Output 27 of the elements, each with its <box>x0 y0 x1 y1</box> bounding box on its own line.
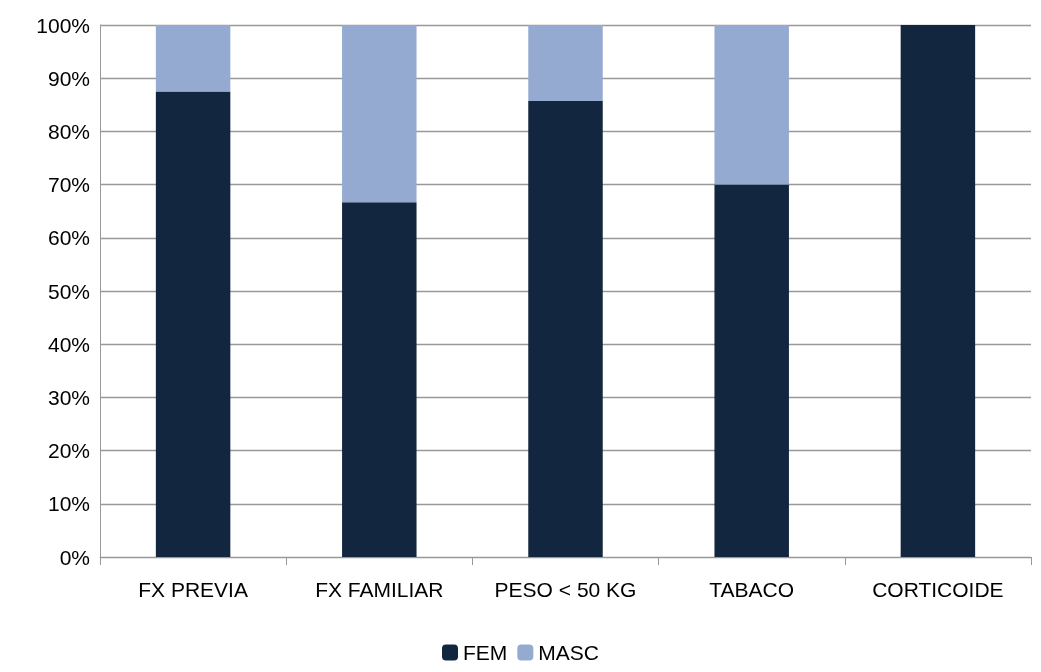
x-tick-label: CORTICOIDE <box>872 578 1004 601</box>
y-tick-label: 70% <box>47 173 90 197</box>
x-tick-label: PESO < 50 KG <box>494 578 637 601</box>
legend-label: FEM <box>463 641 508 664</box>
bar <box>342 25 417 203</box>
x-tick-label: FX FAMILIAR <box>315 578 444 601</box>
y-tick-label: 80% <box>47 119 90 143</box>
y-tick-label: 100% <box>36 13 90 37</box>
y-tick-label: 30% <box>47 385 90 409</box>
y-tick-label: 40% <box>47 332 90 356</box>
bar <box>528 25 603 102</box>
y-tick-label: 50% <box>47 279 90 303</box>
bar <box>714 25 789 185</box>
y-tick-label: 10% <box>47 492 90 516</box>
bar <box>900 25 976 557</box>
bar <box>155 91 231 557</box>
bar <box>155 25 231 92</box>
legend-label: MASC <box>538 641 600 664</box>
y-tick-label: 0% <box>59 545 90 569</box>
y-tick-label: 90% <box>47 66 90 90</box>
y-tick-label: 20% <box>47 439 90 463</box>
x-tick-label: TABACO <box>709 578 795 601</box>
y-tick-label: 60% <box>47 226 90 250</box>
bar <box>528 101 603 557</box>
bar <box>714 184 789 557</box>
bar <box>342 202 417 557</box>
x-tick-label: FX PREVIA <box>138 578 248 601</box>
